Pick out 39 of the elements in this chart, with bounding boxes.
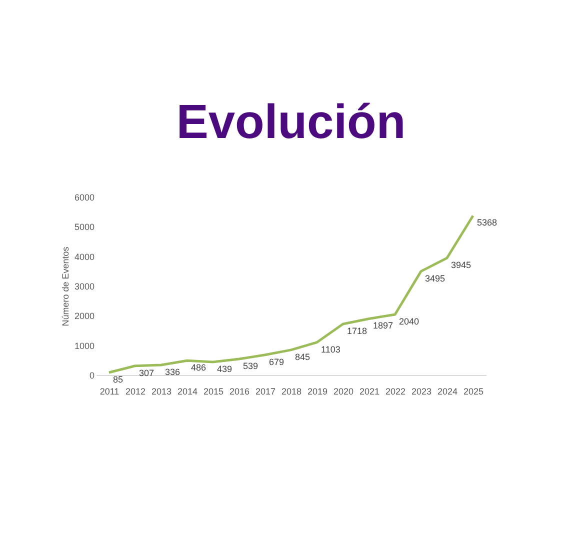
- data-label: 5368: [477, 218, 498, 228]
- x-tick-label: 2023: [411, 386, 432, 396]
- data-label: 486: [191, 362, 206, 373]
- chart-title: Evolución: [176, 96, 406, 149]
- x-tick-label: 2016: [229, 386, 250, 396]
- data-label: 1718: [347, 326, 368, 336]
- x-tick-label: 2019: [307, 386, 328, 396]
- y-tick-label: 6000: [74, 192, 94, 202]
- data-label: 2040: [399, 316, 420, 326]
- y-tick-label: 3000: [74, 282, 94, 292]
- data-label: 3945: [451, 260, 472, 270]
- data-label: 539: [243, 361, 258, 372]
- data-label: 85: [113, 374, 124, 384]
- y-tick-label: 4000: [74, 252, 94, 262]
- y-tick-label: 5000: [74, 222, 94, 232]
- data-label: 679: [269, 356, 284, 367]
- x-tick-label: 2014: [177, 386, 198, 396]
- data-label: 307: [139, 368, 154, 378]
- y-tick-label: 0: [89, 370, 94, 380]
- x-tick-label: 2018: [281, 386, 302, 396]
- y-tick-label: 2000: [74, 311, 94, 322]
- x-tick-label: 2025: [463, 386, 484, 396]
- x-tick-label: 2024: [437, 386, 458, 396]
- x-tick-label: 2021: [359, 386, 380, 396]
- x-tick-label: 2015: [203, 386, 224, 396]
- data-label: 439: [217, 364, 232, 374]
- data-label: 1897: [373, 320, 394, 331]
- x-tick-label: 2020: [333, 386, 354, 396]
- data-label: 3495: [425, 273, 446, 284]
- data-label: 336: [165, 367, 180, 378]
- x-tick-label: 2017: [255, 386, 276, 396]
- y-tick-label: 1000: [74, 340, 94, 351]
- x-tick-label: 2022: [385, 386, 406, 396]
- x-tick-label: 2012: [125, 386, 146, 396]
- x-tick-label: 2011: [100, 386, 120, 396]
- y-axis-title: Número de Eventos: [60, 246, 70, 326]
- data-label: 845: [295, 352, 310, 362]
- data-label: 1103: [321, 344, 340, 354]
- x-tick-label: 2013: [151, 386, 172, 396]
